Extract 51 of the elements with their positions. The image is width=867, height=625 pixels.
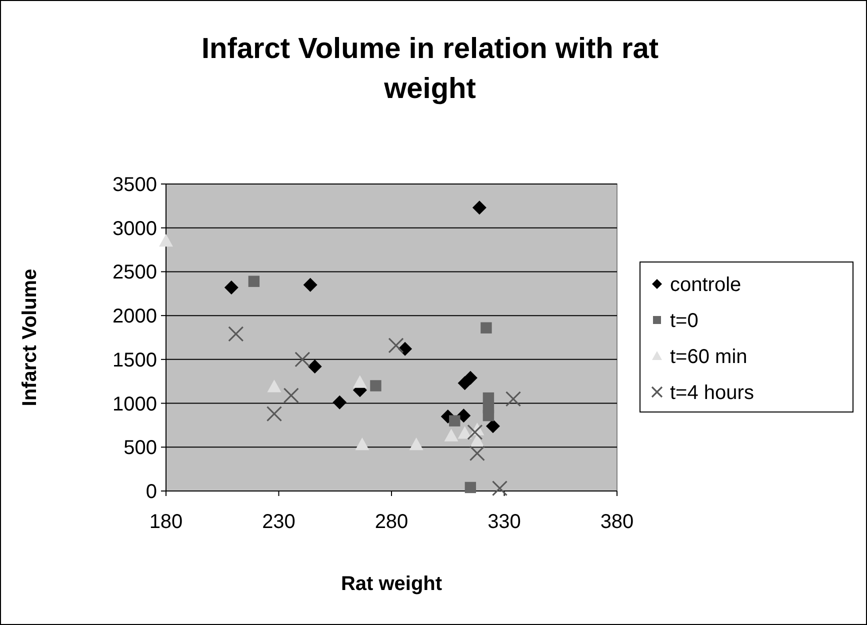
legend-label: t=4 hours [670,382,754,404]
point [248,276,260,287]
point [267,380,282,392]
point [159,234,173,247]
point [463,370,478,385]
point [355,438,370,450]
x-tick-label: 230 [262,511,296,533]
point [470,434,484,447]
x-tick-label: 330 [488,511,521,533]
x-tick-label: 380 [600,511,634,533]
legend-label: controle [670,274,742,296]
point [294,352,310,368]
point [464,482,476,494]
x-axis-title: Rat weight [340,573,442,595]
x-tick-label: 180 [149,511,183,533]
point [486,419,500,434]
point [480,322,492,334]
point [449,415,460,426]
y-tick-label: 2500 [112,262,157,284]
y-tick-label: 2000 [112,306,157,328]
point [388,338,404,354]
point [303,278,318,292]
point [456,408,471,423]
point [332,395,347,410]
point [505,391,522,407]
point [228,326,244,342]
point [352,375,367,388]
point [492,480,508,496]
point [482,410,494,422]
point [283,388,299,404]
point [472,200,486,215]
point [458,426,472,439]
y-tick-label: 1500 [112,349,157,372]
legend-label: t=0 [670,310,698,332]
y-tick-label: 3000 [112,218,157,240]
point [444,428,458,442]
x-tick-label: 280 [374,511,408,533]
y-tick-label: 1000 [112,393,157,416]
y-tick-label: 0 [146,481,157,503]
point [467,424,483,440]
y-axis-title: Infarct Volume [19,268,41,406]
point [469,445,485,462]
y-tick-label: 500 [124,437,157,460]
point [224,280,238,295]
y-tick-label: 3500 [112,174,157,196]
chart-title: Infarct Volume in relation with rat weight [201,33,659,105]
point [308,359,322,374]
legend-label: t=60 min [670,346,748,368]
point [370,380,382,392]
point [266,406,282,422]
point [409,438,424,450]
